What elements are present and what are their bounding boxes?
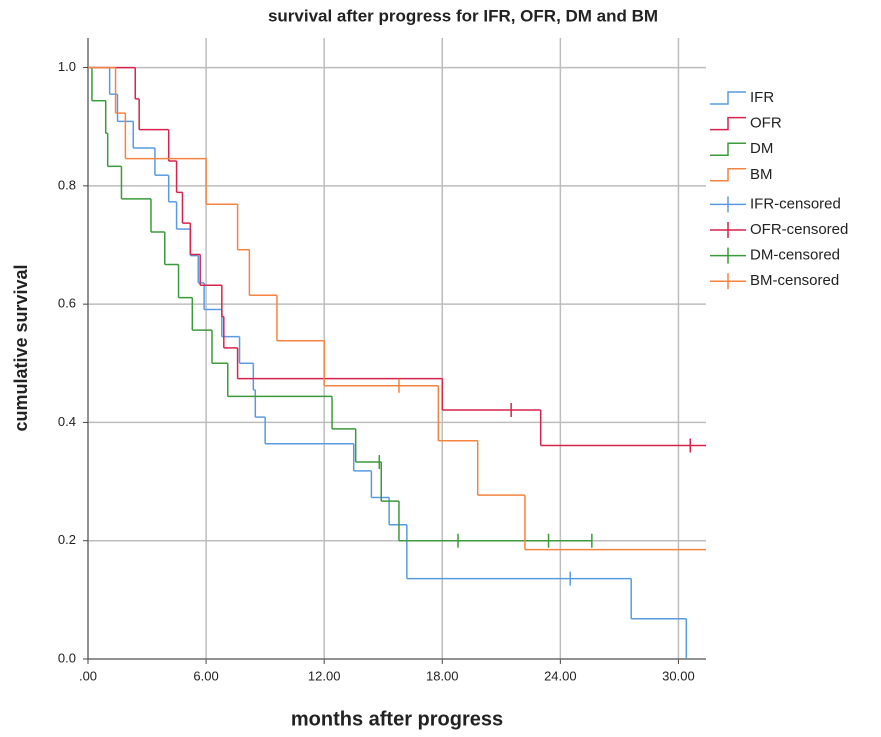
x-tick-label: 24.00 [544,668,577,683]
legend-swatch [710,91,746,105]
chart-title: survival after progress for IFR, OFR, DM… [268,6,658,25]
legend-label: BM-censored [750,272,839,289]
y-tick-label: 1.0 [58,59,76,74]
y-tick-label: 0.2 [58,532,76,547]
y-axis-label: cumulative survival [11,264,31,431]
x-tick-label: 6.00 [193,668,218,683]
y-tick-label: 0.8 [58,177,76,192]
x-axis-label: months after progress [291,708,503,730]
legend-label: OFR [750,115,782,132]
legend-label: OFR-censored [750,221,848,238]
legend-label: DM [750,140,773,157]
legend-label: IFR [750,89,774,106]
legend-swatch [710,168,746,182]
legend-label: BM [750,166,773,183]
x-tick-label: .00 [79,668,97,683]
x-tick-label: 18.00 [426,668,459,683]
y-tick-label: 0.4 [58,414,76,429]
x-tick-label: 30.00 [662,668,695,683]
legend-swatch [710,116,746,131]
legend-swatch [710,142,746,156]
y-tick-label: 0.0 [58,650,76,665]
legend-label: IFR-censored [750,195,841,212]
legend-label: DM-censored [750,247,840,264]
y-tick-label: 0.6 [58,296,76,311]
x-tick-label: 12.00 [308,668,341,683]
